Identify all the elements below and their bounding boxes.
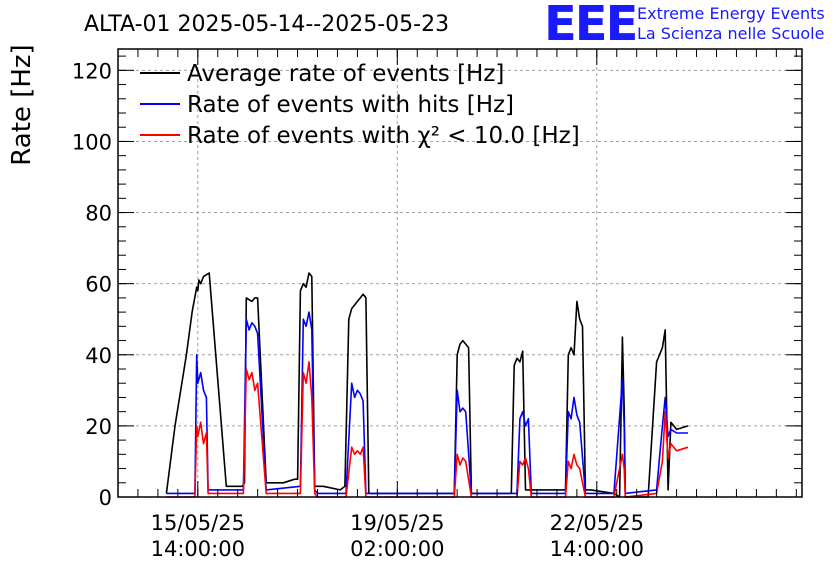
y-tick-label: 20 [85, 415, 112, 439]
x-tick-label-time: 02:00:00 [350, 537, 444, 561]
y-tick-label: 0 [99, 486, 112, 510]
legend-label-2: Rate of events with hits [Hz] [187, 92, 514, 118]
y-tick-label: 120 [72, 59, 112, 83]
grid-lines [118, 49, 802, 497]
tick-labels: 02040608010012015/05/2514:00:0019/05/250… [72, 59, 644, 561]
logo-line-1: Extreme Energy Events [637, 4, 825, 23]
plot-frame [117, 48, 803, 498]
x-tick-label-date: 19/05/25 [350, 511, 444, 535]
y-tick-label: 60 [85, 273, 112, 297]
y-axis-label: Rate [Hz] [7, 44, 37, 165]
y-tick-label: 80 [85, 202, 112, 226]
logo-mark: EEE [544, 0, 636, 52]
x-tick-label-time: 14:00:00 [151, 537, 245, 561]
logo-line-2: La Scienza nelle Scuole [637, 24, 824, 43]
axes [117, 48, 803, 498]
x-tick-label-date: 22/05/25 [550, 511, 644, 535]
series-group [165, 272, 689, 498]
legend-label-1: Average rate of events [Hz] [187, 61, 504, 87]
y-tick-label: 100 [72, 130, 112, 154]
eee-logo: EEE Extreme Energy Events La Scienza nel… [544, 0, 825, 52]
legend-label-3: Rate of events with χ² < 10.0 [Hz] [187, 123, 580, 149]
chart-title: ALTA-01 2025-05-14--2025-05-23 [84, 12, 449, 37]
x-tick-label-time: 14:00:00 [550, 537, 644, 561]
y-tick-label: 40 [85, 344, 112, 368]
x-tick-label-date: 15/05/25 [151, 511, 245, 535]
legend: Average rate of events [Hz] Rate of event… [140, 61, 580, 149]
